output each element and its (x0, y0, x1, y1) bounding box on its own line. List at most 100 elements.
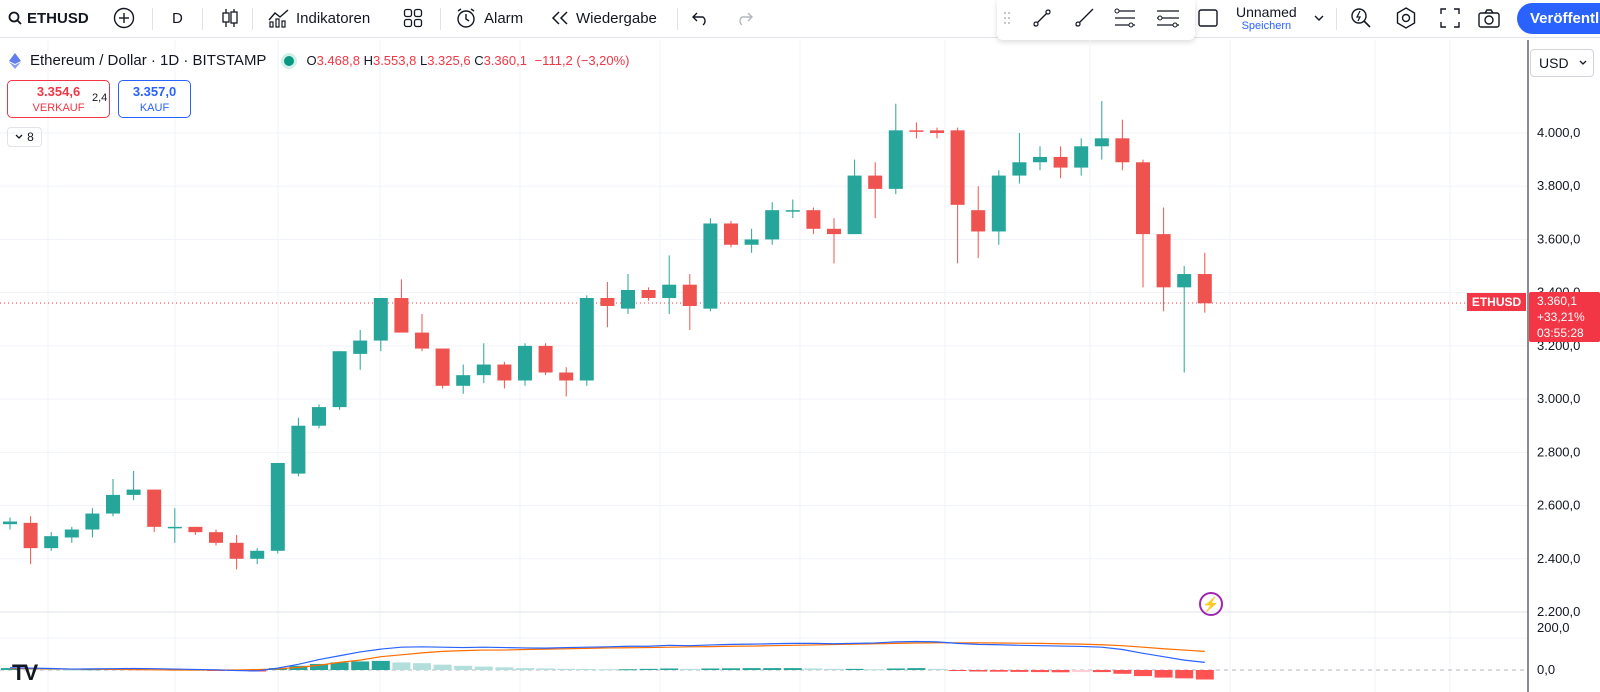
fullscreen-icon (1440, 8, 1460, 28)
indicators-icon (268, 9, 289, 28)
alert-button[interactable]: Alarm (455, 0, 523, 36)
histogram-bar (722, 668, 740, 670)
indicators-collapse-button[interactable]: 8 (7, 127, 42, 147)
candle-body (868, 175, 883, 189)
compare-symbol-button[interactable] (113, 0, 135, 36)
histogram-bar (1134, 670, 1152, 677)
candlestick-series (3, 101, 1212, 570)
histogram-bar (1175, 670, 1194, 679)
fib-extension-tool[interactable] (1155, 0, 1181, 36)
close-label: C (474, 53, 484, 68)
trend-line-tool[interactable] (1031, 0, 1053, 36)
quick-search-button[interactable] (1350, 0, 1372, 36)
candle-body (538, 345, 553, 373)
low-value: 3.325,6 (427, 53, 471, 68)
replay-button[interactable]: Wiedergabe (550, 0, 657, 36)
symbol-search-button[interactable]: ETHUSD (8, 0, 89, 36)
histogram-bar (1154, 670, 1173, 678)
settings-button[interactable] (1394, 0, 1418, 36)
candle-body (1136, 162, 1150, 235)
price-axis[interactable]: 4.000,03.800,03.600,03.400,03.200,03.000… (1537, 125, 1580, 619)
layout-menu-button[interactable] (1314, 0, 1324, 36)
price-axis-label: 2.400,0 (1537, 551, 1580, 566)
candle-body (64, 529, 79, 538)
candle-body (559, 372, 574, 381)
undo-icon (692, 12, 706, 26)
candle-body (23, 522, 38, 549)
snapshot-button[interactable] (1477, 0, 1501, 36)
market-open-indicator[interactable] (284, 55, 295, 66)
histogram-bar (392, 662, 411, 670)
candle-body (703, 223, 718, 309)
histogram-bar (516, 668, 534, 670)
candle-body (682, 284, 697, 306)
candle-body (744, 239, 759, 245)
redo-button[interactable] (735, 0, 753, 36)
candle-body (971, 210, 986, 232)
price-axis-label: 2.200,0 (1537, 604, 1580, 619)
price-axis-label: 3.800,0 (1537, 178, 1580, 193)
symbol-title[interactable]: Ethereum / Dollar · 1D · BITSTAMP (30, 52, 267, 69)
histogram-bar (763, 668, 782, 670)
histogram-bar (454, 665, 473, 670)
tradingview-logo[interactable]: TV (12, 660, 38, 685)
oscillator-axis[interactable]: 200,0 0,0 (1537, 620, 1570, 677)
candle-body (373, 297, 388, 341)
candle-body (1156, 234, 1171, 288)
candle-body (1074, 146, 1089, 168)
candle-body (476, 364, 491, 376)
histogram-bar (619, 669, 637, 671)
drag-handle[interactable] (1003, 0, 1011, 36)
layout-name: Unnamed (1236, 3, 1297, 20)
candle-body (579, 297, 594, 381)
interval-button[interactable]: D (172, 0, 183, 36)
candle-body (518, 345, 532, 381)
histogram-bar (660, 668, 679, 670)
histogram-bar (1113, 670, 1132, 674)
spread-value: 2,4 (92, 92, 108, 104)
histogram-bar (948, 670, 967, 671)
candle-body (785, 210, 800, 212)
square-layout-icon (1198, 9, 1218, 27)
separator (202, 8, 203, 30)
fib-retracement-tool[interactable] (1113, 0, 1137, 36)
layout-toggle-button[interactable] (1197, 0, 1219, 36)
fib-retracement-icon (1114, 8, 1135, 28)
candle-body (847, 175, 862, 235)
separator (1336, 8, 1337, 30)
fullscreen-button[interactable] (1440, 0, 1460, 36)
chart-type-button[interactable] (220, 0, 240, 36)
templates-button[interactable] (403, 0, 423, 36)
candle-body (909, 130, 924, 132)
high-label: H (363, 53, 373, 68)
price-axis-label: 2.600,0 (1537, 498, 1580, 513)
price-axis-label: 3.600,0 (1537, 231, 1580, 246)
layout-name-button[interactable]: Unnamed Speichern (1236, 0, 1297, 36)
currency-select[interactable]: USD (1530, 49, 1594, 77)
histogram-bar (577, 669, 596, 671)
histogram-bar (701, 668, 720, 670)
histogram-bar (969, 670, 988, 672)
publish-button[interactable]: Veröffentl (1517, 3, 1600, 34)
separator (252, 8, 253, 30)
candle-body (44, 536, 59, 549)
sell-button[interactable]: 3.354,6 VERKAUF (7, 80, 110, 118)
ray-tool[interactable] (1073, 0, 1095, 36)
histogram-bar (1031, 670, 1049, 673)
undo-button[interactable] (692, 0, 710, 36)
ray-line-icon (1075, 8, 1094, 27)
buy-button[interactable]: 3.357,0 KAUF (118, 80, 191, 118)
redo-icon (739, 12, 753, 26)
candle-body (888, 130, 903, 189)
histogram-bar (907, 668, 926, 670)
histogram-bar (742, 668, 761, 670)
histogram-bar (639, 668, 658, 670)
candle-body (1094, 138, 1109, 147)
chart-canvas[interactable]: 4.000,03.800,03.600,03.400,03.200,03.000… (0, 40, 1600, 692)
histogram-bar (371, 660, 390, 670)
lightning-icon[interactable]: ⚡ (1199, 592, 1223, 616)
candle-body (126, 489, 141, 495)
indicators-button[interactable]: Indikatoren (268, 0, 370, 36)
histogram-bar (310, 663, 328, 670)
candle-body (827, 228, 841, 235)
